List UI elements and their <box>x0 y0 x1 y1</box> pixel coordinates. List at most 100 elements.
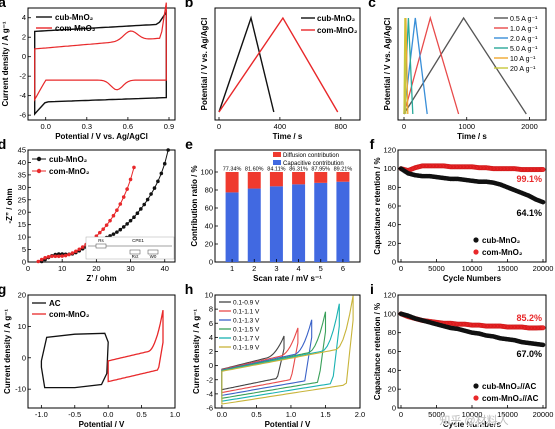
panel-a-xtick-label: 0.0 <box>40 122 50 131</box>
curve-c-1 <box>403 15 460 115</box>
point-d-1 <box>67 252 71 257</box>
point-d-1 <box>56 254 61 259</box>
point-d-1 <box>77 247 82 252</box>
panel-f-xtick-label: 10000 <box>462 264 483 273</box>
panel-e-xlabel: Scan rate / mV s⁻¹ <box>253 274 322 283</box>
point-d-1 <box>80 245 85 249</box>
bar-label-4: 87.95% <box>311 167 330 173</box>
legend-label-capacitive: Capacitive contribution <box>283 161 344 167</box>
point-d-1 <box>97 230 102 235</box>
curve-com-MnO2 <box>107 309 164 383</box>
panel-g-ytick-label: 0 <box>22 353 26 362</box>
panel-e-frame <box>214 149 361 263</box>
curve-h-5 <box>221 295 354 405</box>
panel-a-ytick-label: -6 <box>19 111 26 120</box>
panel-d-xtick-label: 40 <box>161 264 169 273</box>
legend-marker-f-1 <box>473 249 479 255</box>
legend-label-c-4: 10 A g⁻¹ <box>510 56 536 63</box>
panel-f-ytick-label: 20 <box>388 239 396 248</box>
panel-a-ytick-label: 2 <box>22 33 26 42</box>
annotation-f-bottom: 64.1% <box>516 208 542 218</box>
panel-c-xtick-label: 0 <box>402 122 406 131</box>
panel-h-ytick-label: 2 <box>209 347 213 356</box>
panel-f-ytick-label: 60 <box>388 202 396 211</box>
point-d-0 <box>145 197 150 202</box>
panel-i-ytick-label: 100 <box>383 309 396 318</box>
legend-label-i-0: cub-MnO₂//AC <box>482 382 536 391</box>
panel-a-ytick-label: 4 <box>22 13 26 22</box>
legend-label-h-0: 0.1-0.9 V <box>233 300 260 307</box>
panel-f-xtick-label: 0 <box>399 264 403 273</box>
panel-g-xtick-label: -1.0 <box>35 410 48 419</box>
panel-c-letter: c <box>368 0 376 10</box>
bar-diffusion-5 <box>336 172 350 182</box>
point-d-1 <box>60 254 64 258</box>
panel-h-ytick-label: -4 <box>206 389 213 398</box>
curve-cub-MnO2 <box>34 9 167 116</box>
circuit-label-rct: Rct <box>132 254 139 259</box>
legend-label-i-1: com-MnO₂//AC <box>482 394 539 403</box>
bar-label-2: 84.11% <box>267 167 285 173</box>
point-d-1 <box>125 187 129 191</box>
point-d-0 <box>132 215 136 219</box>
panel-d-xtick-label: 0 <box>26 264 30 273</box>
panel-d-ytick-label: 0 <box>22 258 26 267</box>
circuit-label-rs: Rs <box>98 238 104 243</box>
legend-marker-i-1 <box>473 395 479 401</box>
point-d-0 <box>152 186 157 190</box>
panel-c-ylabel: Potential / V vs. Ag/AgCl <box>383 18 392 111</box>
legend-marker-f-0 <box>473 237 479 243</box>
panel-a-xtick-label: 0.9 <box>164 122 174 131</box>
panel-i-ytick-label: 120 <box>383 291 396 300</box>
panel-f-xlabel: Cycle Numbers <box>443 274 502 283</box>
panel-e-ytick-label: 20 <box>205 240 213 249</box>
panel-d-ytick-label: 30 <box>18 183 26 192</box>
bar-label-3: 86.31% <box>289 167 308 173</box>
panel-d-ytick-label: 20 <box>18 208 26 217</box>
panel-d-ytick-label: 25 <box>18 195 26 204</box>
legend-label-c-0: 0.5 A g⁻¹ <box>510 16 538 23</box>
panel-g-xtick-label: 0.5 <box>136 410 146 419</box>
panel-e-ytick-label: 80 <box>205 186 213 195</box>
panel-b-xtick-label: 800 <box>335 122 348 131</box>
point-i-red <box>540 325 546 331</box>
bar-label-1: 81.60% <box>245 167 264 173</box>
point-d-1 <box>104 223 109 227</box>
panel-d-ytick-label: 15 <box>18 220 26 229</box>
panel-f-ytick-label: 0 <box>392 258 396 267</box>
panel-h-ytick-label: 8 <box>209 305 213 314</box>
panel-a-ytick-label: 0 <box>22 52 26 61</box>
panel-b-xtick-label: 0 <box>217 122 221 131</box>
panel-i-xtick-label: 20000 <box>533 410 554 419</box>
panel-d-ytick-label: 45 <box>18 146 26 155</box>
panel-f-ytick-label: 120 <box>383 146 396 155</box>
panel-h-xtick-label: 0.5 <box>251 410 261 419</box>
panel-f-xtick-label: 20000 <box>533 264 554 273</box>
bar-capacitive-4 <box>314 182 328 262</box>
panel-h-ylabel: Current density / A g⁻¹ <box>192 309 201 394</box>
panel-e-xtick-label: 2 <box>252 264 256 273</box>
point-d-1 <box>128 177 133 182</box>
point-d-0 <box>156 179 160 184</box>
point-d-1 <box>111 213 116 218</box>
panel-h-ytick-label: 6 <box>209 319 213 328</box>
point-d-0 <box>162 161 167 166</box>
panel-i-ylabel: Capacitance retention / % <box>373 303 382 400</box>
panel-h-letter: h <box>185 281 194 297</box>
point-d-1 <box>118 202 123 206</box>
panel-h-ytick-label: -2 <box>206 375 213 384</box>
panel-g-letter: g <box>0 281 6 297</box>
point-d-0 <box>149 192 153 196</box>
annotation-f-top: 99.1% <box>516 174 542 184</box>
annotation-i-top: 85.2% <box>516 313 542 323</box>
panel-h-xtick-label: 1.0 <box>286 410 296 419</box>
panel-a-xlabel: Potential / V vs. Ag/AgCl <box>55 132 148 141</box>
panel-g-ylabel: Current density / A g⁻¹ <box>3 309 12 394</box>
point-d-1 <box>132 165 136 170</box>
point-d-1 <box>36 259 41 264</box>
circuit-w <box>147 249 159 255</box>
point-d-1 <box>43 255 47 260</box>
panel-d-ytick-label: 35 <box>18 170 26 179</box>
panel-a-xtick-label: 0.6 <box>123 122 133 131</box>
point-d-1 <box>115 208 119 213</box>
